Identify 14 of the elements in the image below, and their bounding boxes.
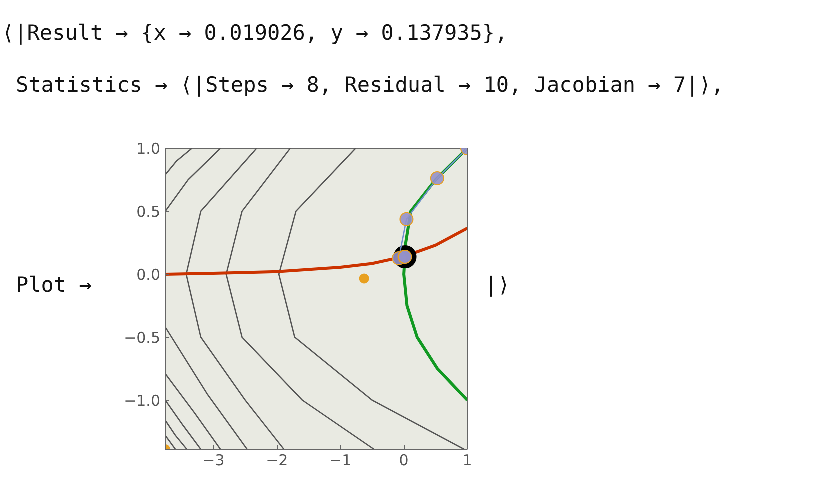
text: Plot → <box>16 272 92 299</box>
x-tick-label: −3 <box>202 452 225 470</box>
y-tick-label: 1.0 <box>136 140 161 158</box>
x-tick-label: −1 <box>330 452 352 470</box>
x-tick-label: 1 <box>462 452 472 470</box>
text: |⟩ <box>485 272 510 299</box>
y-tick-label: −0.5 <box>124 328 161 347</box>
chart-title: ⟨|Result → {x → 0.019026, y → 0.137935}, <box>2 20 508 47</box>
chart-subtitle: Statistics → ⟨|Steps → 8, Residual → 10, Jacobian → 7|⟩, <box>16 72 724 99</box>
y-tick-label: −1.0 <box>124 392 161 410</box>
x-tick-label: 0 <box>399 452 409 470</box>
x-tick-label: −2 <box>266 452 288 470</box>
y-tick-label: 0.5 <box>136 202 161 221</box>
y-tick-label: 0.0 <box>136 266 161 284</box>
